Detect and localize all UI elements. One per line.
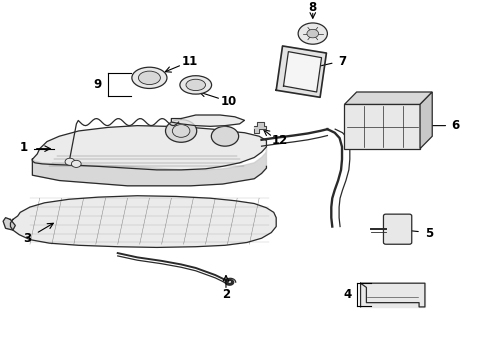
Polygon shape <box>276 46 326 97</box>
Ellipse shape <box>138 71 160 85</box>
Circle shape <box>306 29 318 38</box>
Text: 6: 6 <box>450 119 458 132</box>
Text: 4: 4 <box>343 288 351 301</box>
Text: 1: 1 <box>20 141 28 154</box>
Text: 11: 11 <box>182 55 198 68</box>
Text: 9: 9 <box>93 78 101 91</box>
Ellipse shape <box>185 79 205 91</box>
Circle shape <box>165 120 196 142</box>
Text: 7: 7 <box>337 55 346 68</box>
Polygon shape <box>254 122 266 134</box>
Text: 2: 2 <box>222 288 229 301</box>
Polygon shape <box>360 283 424 307</box>
Circle shape <box>211 126 238 146</box>
FancyBboxPatch shape <box>383 214 411 244</box>
Polygon shape <box>3 218 15 230</box>
Polygon shape <box>283 51 321 92</box>
Text: 10: 10 <box>220 95 237 108</box>
Text: 12: 12 <box>271 134 287 147</box>
Polygon shape <box>32 126 266 170</box>
Ellipse shape <box>180 76 211 94</box>
Polygon shape <box>171 115 244 126</box>
Polygon shape <box>10 196 276 247</box>
Polygon shape <box>344 92 431 104</box>
Text: 8: 8 <box>308 1 316 14</box>
Polygon shape <box>419 92 431 149</box>
Circle shape <box>71 160 81 167</box>
Text: 5: 5 <box>424 227 432 240</box>
Text: 3: 3 <box>23 232 32 245</box>
Polygon shape <box>32 147 266 186</box>
Ellipse shape <box>132 67 166 89</box>
Circle shape <box>65 158 75 165</box>
Polygon shape <box>344 104 419 149</box>
Circle shape <box>298 23 327 44</box>
